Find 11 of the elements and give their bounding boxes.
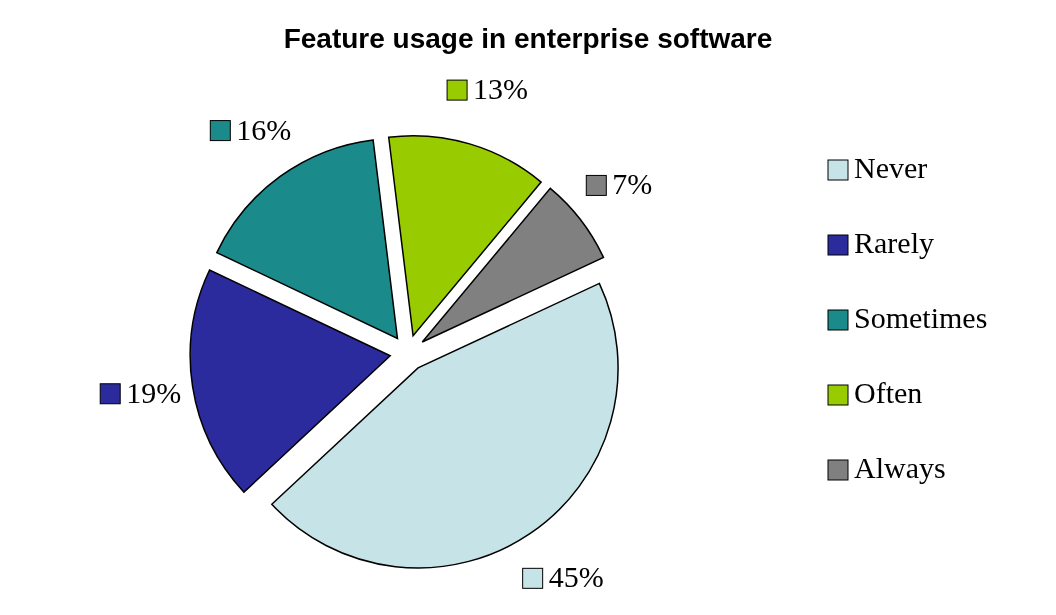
data-label: 19% bbox=[126, 375, 182, 409]
data-label: 13% bbox=[473, 72, 529, 106]
legend-label: Rarely bbox=[854, 226, 934, 259]
legend-label: Always bbox=[854, 451, 946, 484]
legend-label: Never bbox=[854, 151, 928, 184]
data-label: 7% bbox=[612, 167, 653, 201]
legend-label: Sometimes bbox=[854, 301, 988, 334]
data-label: 16% bbox=[236, 112, 292, 146]
data-label: 45% bbox=[548, 560, 604, 594]
chart-title: Feature usage in enterprise software bbox=[283, 23, 773, 54]
legend-label: Often bbox=[854, 376, 923, 409]
